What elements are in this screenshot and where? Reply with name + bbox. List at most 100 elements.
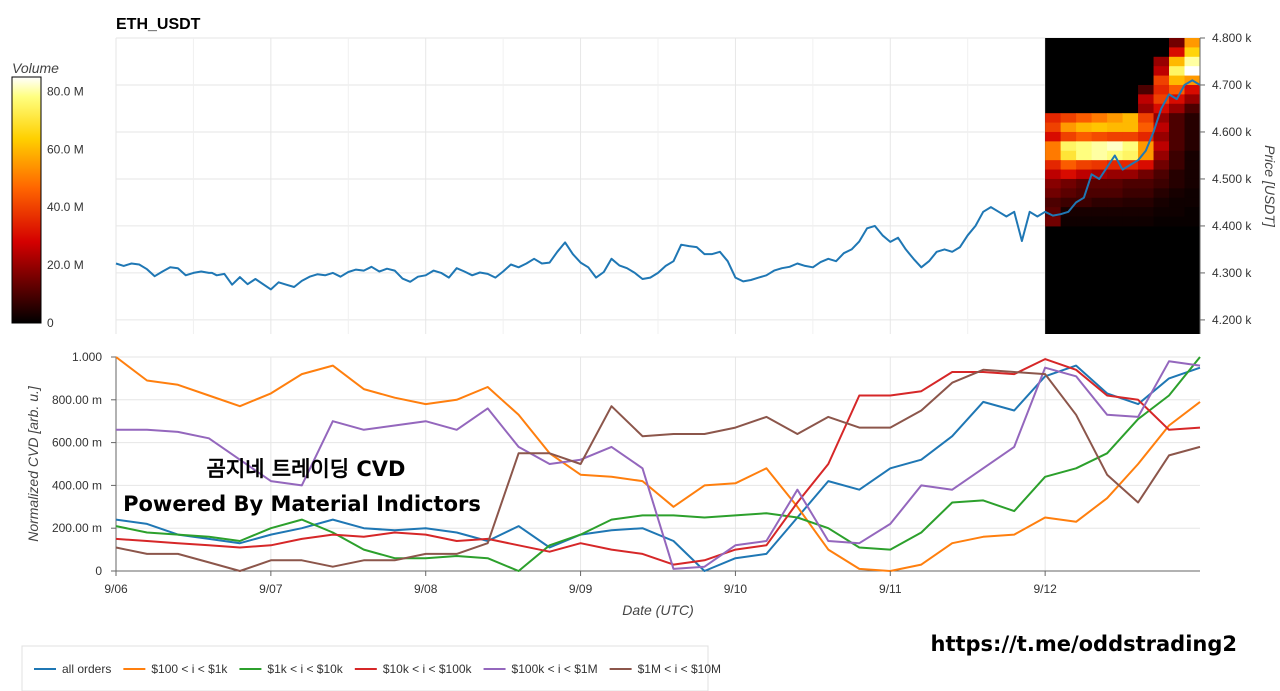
heatmap-cell <box>1138 197 1155 208</box>
heatmap-cell <box>1122 150 1139 161</box>
heatmap-cell <box>1091 188 1108 199</box>
heatmap-cell <box>1107 160 1124 171</box>
heatmap-cell <box>1060 113 1077 124</box>
price-tick-label: 4.400 k <box>1212 219 1252 233</box>
x-tick-label: 9/06 <box>104 582 128 596</box>
heatmap-cell <box>1122 188 1139 199</box>
heatmap-cell <box>1091 207 1108 218</box>
legend: all orders $100 < i < $1k $1k < i < $10k $1… <box>34 662 721 676</box>
x-axis-title: Date (UTC) <box>622 602 694 618</box>
cvd-tick-label: 0 <box>95 564 102 578</box>
heatmap-cell <box>1153 84 1170 95</box>
x-tick-label: 9/09 <box>569 582 593 596</box>
heatmap-cell <box>1184 216 1201 227</box>
heatmap-cell <box>1184 66 1201 77</box>
heatmap-cell <box>1076 160 1093 171</box>
heatmap-cell <box>1153 197 1170 208</box>
heatmap-cell <box>1169 56 1186 67</box>
heatmap-cell <box>1138 122 1155 133</box>
heatmap-cell <box>1184 169 1201 180</box>
heatmap-cell <box>1045 150 1062 161</box>
heatmap-cell <box>1045 188 1062 199</box>
x-tick-label: 9/11 <box>879 582 902 596</box>
heatmap-cell <box>1091 197 1108 208</box>
heatmap-cell <box>1107 113 1124 124</box>
heatmap-cell <box>1184 207 1201 218</box>
heatmap-cell <box>1076 207 1093 218</box>
price-tick-label: 4.200 k <box>1212 313 1252 327</box>
heatmap-cell <box>1107 178 1124 189</box>
heatmap-cell <box>1184 160 1201 171</box>
heatmap-cell <box>1138 84 1155 95</box>
colorbar <box>11 76 42 324</box>
colorbar-label: Volume <box>12 60 59 76</box>
heatmap-cell <box>1138 178 1155 189</box>
cvd-line <box>115 364 1201 572</box>
heatmap-cell <box>1169 122 1186 133</box>
heatmap-cell <box>1169 141 1186 152</box>
cvd-tick-label: 600.00 m <box>52 436 102 450</box>
legend-label: $1M < i < $10M <box>638 662 721 676</box>
heatmap-cell <box>1169 113 1186 124</box>
colorbar-tick: 60.0 M <box>47 142 84 156</box>
heatmap-cell <box>1169 84 1186 95</box>
price-axis-title: Price [USDT] <box>1262 145 1278 228</box>
price-series <box>115 79 1201 291</box>
heatmap-cell <box>1138 216 1155 227</box>
x-tick-label: 9/07 <box>259 582 283 596</box>
heatmap-cell <box>1184 38 1201 48</box>
heatmap-cell <box>1107 131 1124 142</box>
heatmap-cell <box>1091 141 1108 152</box>
cvd-axis-title: Normalized CVD [arb. u.] <box>25 385 41 542</box>
heatmap-cell <box>1153 178 1170 189</box>
heatmap-cell <box>1076 188 1093 199</box>
heatmap-cell <box>1138 131 1155 142</box>
heatmap-cell <box>1122 178 1139 189</box>
heatmap-cell <box>1076 122 1093 133</box>
heatmap-cell <box>1169 150 1186 161</box>
heatmap-cell <box>1184 113 1201 124</box>
heatmap-cell <box>1138 160 1155 171</box>
heatmap-cell <box>1076 216 1093 227</box>
heatmap-cell <box>1122 141 1139 152</box>
heatmap-cell <box>1138 207 1155 218</box>
heatmap-cell <box>1153 66 1170 77</box>
telegram-url[interactable]: https://t.me/oddstrading2 <box>931 632 1238 656</box>
heatmap-cell <box>1138 103 1155 114</box>
cvd-line <box>116 360 1201 570</box>
price-line <box>115 79 1201 291</box>
cvd-tick-label: 200.00 m <box>52 521 102 535</box>
colorbar-tick: 0 <box>47 316 54 330</box>
heatmap-cell <box>1169 207 1186 218</box>
heatmap-cell <box>1122 113 1139 124</box>
heatmap-cell <box>1184 56 1201 67</box>
heatmap-cell <box>1107 207 1124 218</box>
heatmap-cell <box>1138 188 1155 199</box>
heatmap-cell <box>1169 47 1186 58</box>
heatmap-cell <box>1169 38 1186 48</box>
heatmap-cell <box>1153 122 1170 133</box>
legend-label: $100 < i < $1k <box>151 662 228 676</box>
price-tick-label: 4.600 k <box>1212 125 1252 139</box>
heatmap-cell <box>1060 150 1077 161</box>
heatmap-cell <box>1122 169 1139 180</box>
heatmap-cell <box>1122 207 1139 218</box>
colorbar-tick: 20.0 M <box>47 258 84 272</box>
heatmap-cell <box>1138 113 1155 124</box>
x-tick-label: 9/10 <box>724 582 748 596</box>
heatmap-cell <box>1076 131 1093 142</box>
heatmap-cell <box>1169 178 1186 189</box>
cvd-line <box>115 356 1201 572</box>
heatmap-cell <box>1169 75 1186 86</box>
heatmap-cell <box>1045 160 1062 171</box>
cvd-tick-label: 400.00 m <box>52 478 102 492</box>
heatmap-cell <box>1184 178 1201 189</box>
cvd-y-axis-ticks: 1.000 800.00 m 600.00 m 400.00 m 200.00 m 0 <box>52 350 116 578</box>
heatmap-cell <box>1076 150 1093 161</box>
heatmap-cell <box>1076 141 1093 152</box>
heatmap-cell <box>1169 131 1186 142</box>
heatmap-cell <box>1045 131 1062 142</box>
heatmap-cell <box>1169 197 1186 208</box>
heatmap-cell <box>1184 197 1201 208</box>
